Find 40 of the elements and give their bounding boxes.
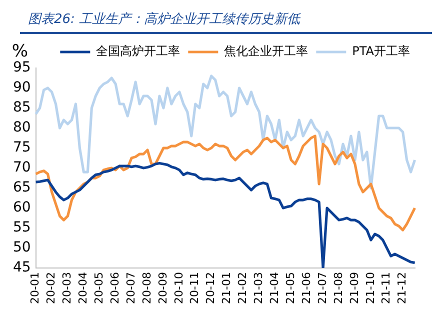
x-tick-label: 21-02	[236, 272, 250, 304]
x-tick-label: 20-10	[172, 272, 186, 304]
y-tick-label: 55	[12, 220, 31, 236]
y-tick-label: 60	[12, 200, 31, 216]
x-tick-label: 21-04	[268, 272, 282, 304]
x-tick-label: 20-05	[92, 272, 106, 304]
x-tick-label: 21-08	[332, 272, 345, 304]
y-tick-label: 95	[12, 60, 31, 76]
y-tick-label: 45	[12, 260, 31, 276]
legend-label: 全国高炉开工率	[96, 44, 180, 58]
x-tick-label: 21-11	[380, 272, 393, 304]
x-tick-label: 21-05	[284, 272, 297, 304]
legend-label: PTA开工率	[352, 44, 410, 58]
y-tick-label: 75	[12, 140, 31, 156]
y-tick-label: 80	[12, 120, 31, 136]
x-tick-label: 20-01	[28, 272, 42, 304]
y-tick-label: 90	[12, 80, 31, 96]
x-tick-label: 20-12	[204, 272, 218, 304]
x-tick-label: 20-08	[140, 272, 154, 304]
x-tick-label: 20-11	[188, 272, 202, 304]
x-tick-label: 21-10	[364, 272, 377, 304]
legend-label: 焦化企业开工率	[224, 44, 308, 58]
x-tick-label: 21-07	[316, 272, 329, 304]
x-tick-label: 20-06	[108, 272, 122, 304]
x-tick-label: 20-04	[76, 272, 90, 304]
x-tick-label: 20-09	[156, 272, 170, 304]
y-tick-label: 50	[12, 240, 31, 256]
x-tick-label: 20-02	[44, 272, 58, 304]
x-tick-label: 21-03	[252, 272, 266, 304]
y-tick-label: 65	[12, 180, 31, 196]
y-tick-label: 85	[12, 100, 31, 116]
x-tick-label: 21-09	[348, 272, 361, 304]
x-tick-label: 20-03	[60, 272, 74, 304]
y-axis-title: %	[12, 41, 28, 62]
x-tick-label: 21-12	[396, 272, 409, 304]
x-tick-label: 21-06	[300, 272, 313, 304]
y-tick-label: 70	[12, 160, 31, 176]
x-tick-label: 21-01	[220, 272, 234, 304]
chart-title: 图表26: 工业生产：高炉企业开工续传历史新低	[27, 11, 302, 29]
x-tick-label: 20-07	[124, 272, 138, 304]
